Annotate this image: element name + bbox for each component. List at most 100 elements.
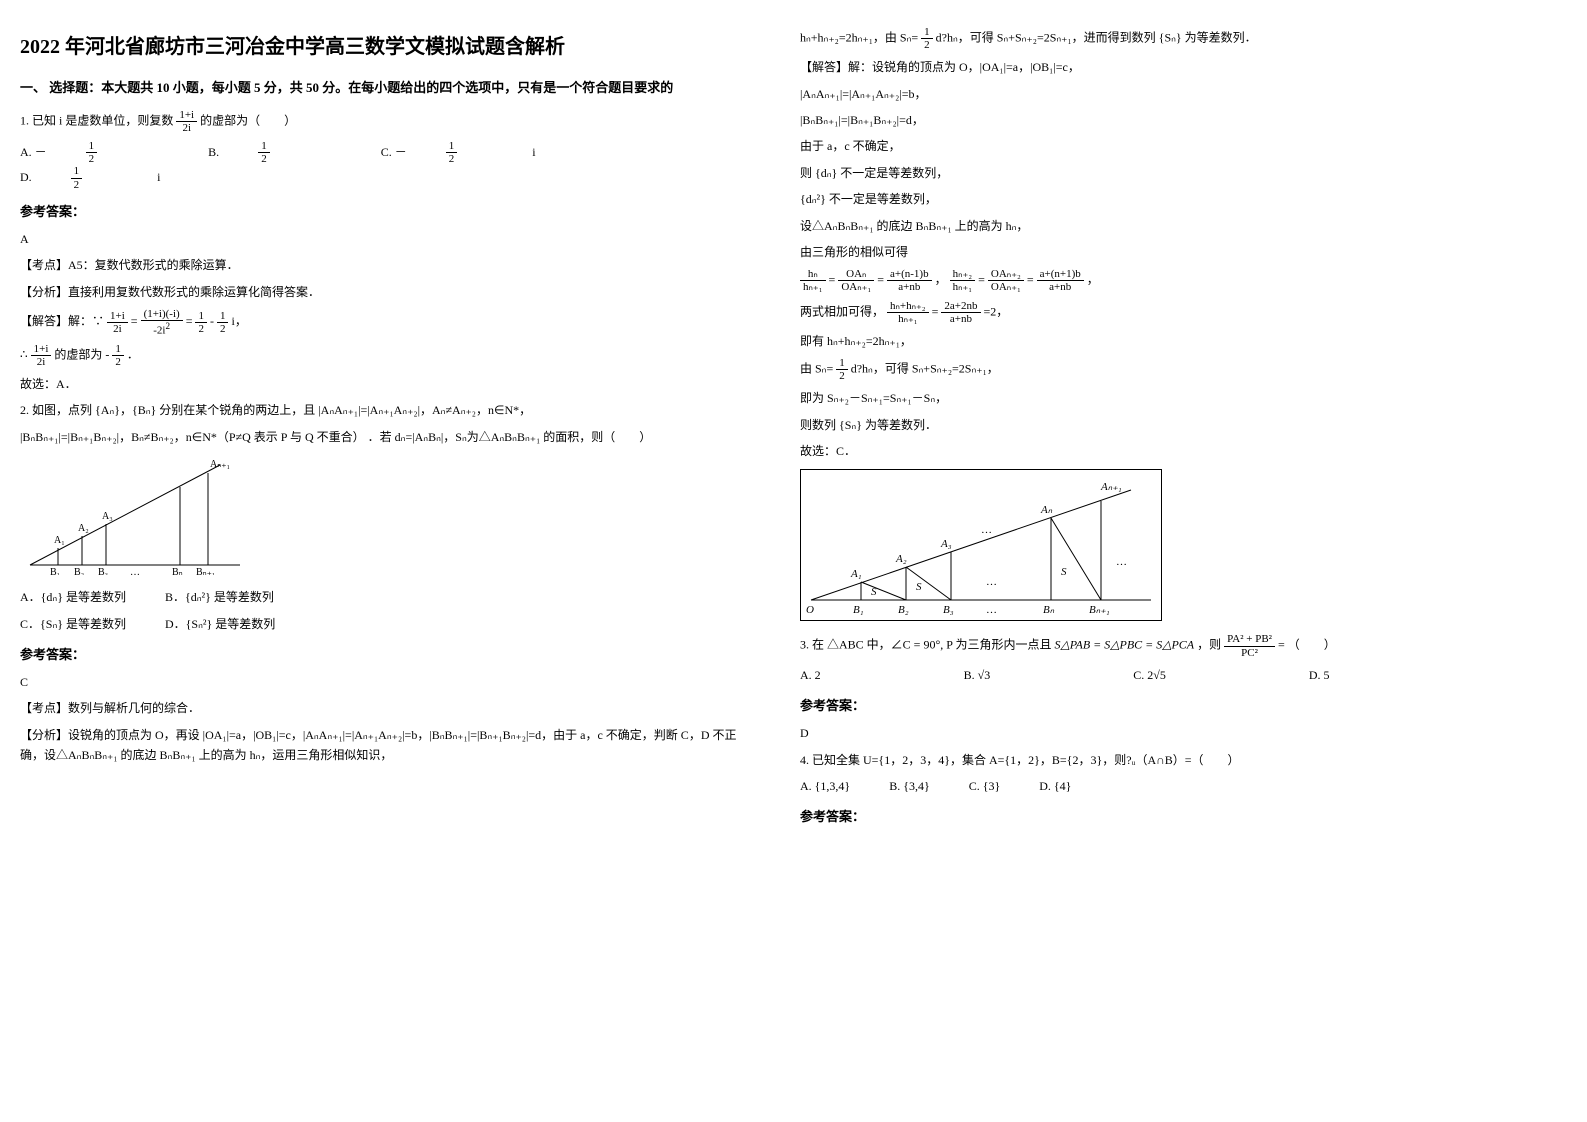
fr1-f3d: a+nb xyxy=(887,281,932,293)
fr1-f4: hₙ₊₂ hₙ₊₁ xyxy=(950,268,976,293)
fr1-f6n: a+(n+1)b xyxy=(1037,268,1084,281)
q3-fd: PC² xyxy=(1224,647,1275,659)
fig2-dots-top: … xyxy=(981,524,992,536)
fig2-dots-r: … xyxy=(1116,556,1127,568)
fr1-f5n: OAₙ₊₂ xyxy=(988,268,1024,281)
q1-jd2-f2: 1 2 xyxy=(112,343,124,368)
q1-optB-frac: 1 2 xyxy=(258,140,306,165)
fig-dots: … xyxy=(130,567,140,575)
q1-jiedao-line2: ∴ 1+i 2i 的虚部为 - 1 2 ． xyxy=(20,343,760,368)
q1-jd-eq1: = xyxy=(131,314,141,328)
q2-optA: A．{dₙ} 是等差数列 xyxy=(20,587,126,607)
q1-fenxi: 【分析】直接利用复数代数形式的乘除运算化简得答案． xyxy=(20,282,760,302)
q3-optD: D. 5 xyxy=(1309,665,1330,685)
fr1-f6d: a+nb xyxy=(1037,281,1084,293)
q2-fenxi: 【分析】设锐角的顶点为 O，再设 |OA₁|=a，|OB₁|=c，|AₙAₙ₊₁… xyxy=(20,725,760,766)
q1-ans-label: 参考答案： xyxy=(20,201,760,223)
q1-optD-den: 2 xyxy=(71,179,83,191)
q1-jd2-mid: 的虚部为 - xyxy=(54,347,109,361)
fig2-S1: S xyxy=(871,586,877,598)
q1-jiedao-line1: 【解答】解：∵ 1+i 2i = (1+i)(-i) -2i2 = 1 2 - … xyxy=(20,308,760,337)
q1-optC-num: 1 xyxy=(446,140,458,153)
q2-optC: C．{Sₙ} 是等差数列 xyxy=(20,614,126,634)
q1-stem-pre: 1. 已知 i 是虚数单位，则复数 xyxy=(20,113,176,127)
q3-frac: PA² + PB² PC² xyxy=(1224,633,1275,658)
c2-line2: 【解答】解：设锐角的顶点为 O，|OA₁|=a，|OB₁|=c， xyxy=(800,57,1540,77)
q1-jd-f4n: 1 xyxy=(217,310,229,323)
q3-optB: B. √3 xyxy=(964,665,991,685)
fig2-A1: A₁ xyxy=(850,568,862,580)
q1-jd-f1: 1+i 2i xyxy=(107,310,128,335)
q1-optA-num: 1 xyxy=(86,140,98,153)
q1-optD-frac: 1 2 xyxy=(71,165,119,190)
q1-jd-sup: 2 xyxy=(165,321,170,331)
q1-jd-f4: 1 2 xyxy=(217,310,229,335)
c2-l1-f: 1 2 xyxy=(921,26,933,51)
q1-optC: C. － 1 2 i xyxy=(381,140,572,165)
fig2-dots-s: … xyxy=(986,576,997,588)
q1-optA-frac: 1 2 xyxy=(86,140,134,165)
fig2-dots-b: … xyxy=(986,604,997,616)
c2-l11-pre: 由 Sₙ= xyxy=(800,361,836,375)
q1-jd2-f1n: 1+i xyxy=(31,343,52,356)
q2-ans-label: 参考答案： xyxy=(20,644,760,666)
c2-l1-post: d?hₙ，可得 Sₙ+Sₙ₊₂=2Sₙ₊₁，进而得到数列 {Sₙ} 为等差数列． xyxy=(936,30,1257,44)
c2-line7: {dₙ²} 不一定是等差数列， xyxy=(800,189,1540,209)
q1-jd-f4d: 2 xyxy=(217,323,229,335)
fr1-f2n: OAₙ xyxy=(838,268,874,281)
fr2-post: =2， xyxy=(984,304,1009,318)
page-title: 2022 年河北省廊坊市三河冶金中学高三数学文模拟试题含解析 xyxy=(20,30,760,59)
q1-jd2-f2n: 1 xyxy=(112,343,124,356)
q1-jd2-f2d: 2 xyxy=(112,356,124,368)
q2-optD: D．{Sₙ²} 是等差数列 xyxy=(165,614,275,634)
q2-ans: C xyxy=(20,672,760,692)
q2-options: A．{dₙ} 是等差数列 B．{dₙ²} 是等差数列 xyxy=(20,587,760,607)
q1-optB: B. 1 2 xyxy=(208,140,342,165)
c2-l11-fn: 1 xyxy=(836,357,848,370)
fr1-f1n: hₙ xyxy=(800,268,826,281)
fr1-f3: a+(n-1)b a+nb xyxy=(887,268,932,293)
c2-l1-fd: 2 xyxy=(921,39,933,51)
q1-jd-f3d: 2 xyxy=(195,323,207,335)
fig2-A2: A₂ xyxy=(895,553,907,565)
fr2-f1n: hₙ+hₙ₊₂ xyxy=(887,300,929,313)
q2-options2: C．{Sₙ} 是等差数列 D．{Sₙ²} 是等差数列 xyxy=(20,614,760,634)
fig-An1: Aₙ₊₁ xyxy=(210,459,230,470)
q1-optA-pre: A. － xyxy=(20,142,47,162)
q1-jd-f2d-base: -2i xyxy=(153,325,165,337)
q1-optD: D. 1 2 i xyxy=(20,165,197,190)
fig-B1: B₁ xyxy=(50,567,60,575)
c2-l1-pre: hₙ+hₙ₊₂=2hₙ₊₁，由 Sₙ= xyxy=(800,30,921,44)
fig2-Bn: Bₙ xyxy=(1043,604,1055,616)
q2-kaodian: 【考点】数列与解析几何的综合． xyxy=(20,698,760,718)
q1-optD-post: i xyxy=(157,167,160,187)
fr1-f5: OAₙ₊₂ OAₙ₊₁ xyxy=(988,268,1024,293)
fig-B3: B₃ xyxy=(98,567,108,575)
c2-line3: |AₙAₙ₊₁|=|Aₙ₊₁Aₙ₊₂|=b， xyxy=(800,84,1540,104)
fig-A1: A₁ xyxy=(54,535,65,546)
c2-line4: |BₙBₙ₊₁|=|Bₙ₊₁Bₙ₊₂|=d， xyxy=(800,110,1540,130)
fr1-f2: OAₙ OAₙ₊₁ xyxy=(838,268,874,293)
c2-l1-fn: 1 xyxy=(921,26,933,39)
fr1-f1: hₙ hₙ₊₁ xyxy=(800,268,826,293)
fr1-f5d: OAₙ₊₁ xyxy=(988,281,1024,293)
q1-jd-f2: (1+i)(-i) -2i2 xyxy=(141,308,183,337)
q2-stem1: 2. 如图，点列 {Aₙ}，{Bₙ} 分别在某个锐角的两边上，且 |AₙAₙ₊₁… xyxy=(20,400,760,420)
q1-guxuan: 故选：A． xyxy=(20,374,760,394)
c2-line9: 由三角形的相似可得 xyxy=(800,242,1540,262)
c2-line1: hₙ+hₙ₊₂=2hₙ₊₁，由 Sₙ= 1 2 d?hₙ，可得 Sₙ+Sₙ₊₂=… xyxy=(800,26,1540,51)
q3-ans-label: 参考答案： xyxy=(800,695,1540,717)
q3-optA: A. 2 xyxy=(800,665,821,685)
q1-options: A. － 1 2 B. 1 2 C. － 1 2 i xyxy=(20,140,760,190)
c2-line11: 由 Sₙ= 1 2 d?hₙ，可得 Sₙ+Sₙ₊₂=2Sₙ₊₁， xyxy=(800,357,1540,382)
fig2-An: Aₙ xyxy=(1040,504,1053,516)
q2-optB: B．{dₙ²} 是等差数列 xyxy=(165,587,274,607)
q4-stem: 4. 已知全集 U={1，2，3，4}，集合 A={1，2}，B={2，3}，则… xyxy=(800,750,1540,770)
q1-optB-den: 2 xyxy=(258,153,270,165)
q1-jd2-f1d: 2i xyxy=(31,356,52,368)
fig2-B3: B₃ xyxy=(943,604,954,616)
q3-stem: 3. 在 △ABC 中，∠C = 90°, P 为三角形内一点且 S△PAB =… xyxy=(800,633,1540,658)
q1-optA-den: 2 xyxy=(86,153,98,165)
fig2-S2: S xyxy=(916,581,922,593)
fig2-B1: B₁ xyxy=(853,604,864,616)
